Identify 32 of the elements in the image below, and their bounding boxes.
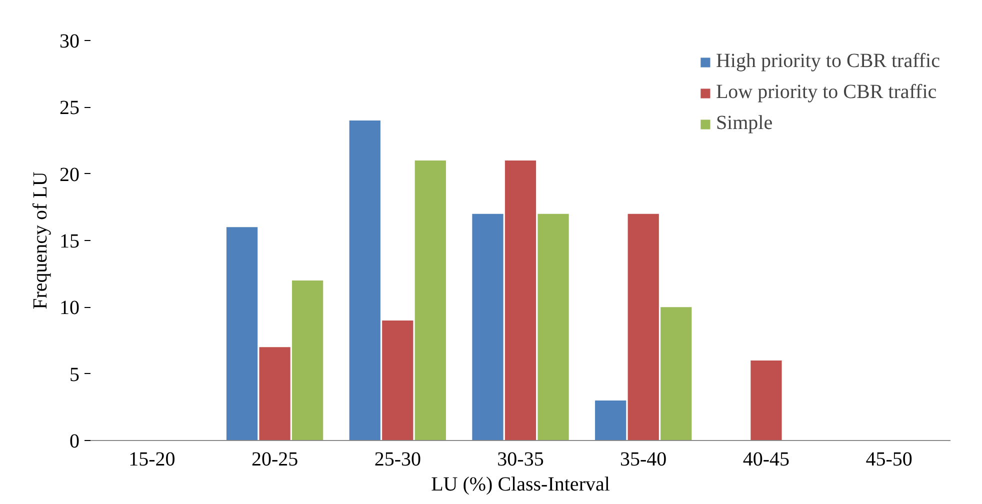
bar bbox=[628, 214, 659, 440]
bar bbox=[472, 214, 504, 440]
x-tick-label: 35-40 bbox=[620, 448, 667, 470]
x-tick-label: 15-20 bbox=[128, 448, 176, 470]
legend-label: High priority to CBR traffic bbox=[716, 50, 940, 73]
legend-label: Simple bbox=[716, 112, 773, 135]
x-tick-label: 20-25 bbox=[251, 448, 298, 470]
y-tick-label: 15 bbox=[60, 230, 80, 252]
y-tick-label: 25 bbox=[60, 97, 80, 120]
y-tick-label: 30 bbox=[60, 30, 80, 52]
y-tick-label: 0 bbox=[70, 430, 80, 452]
bar bbox=[660, 307, 692, 440]
bar bbox=[226, 227, 258, 440]
bar bbox=[414, 160, 446, 440]
x-tick-label: 40-45 bbox=[742, 448, 790, 470]
y-tick-label: 10 bbox=[60, 297, 80, 320]
x-tick-label: 45-50 bbox=[866, 448, 912, 470]
bar bbox=[292, 280, 324, 440]
bar bbox=[750, 360, 782, 440]
legend-label: Low priority to CBR traffic bbox=[716, 81, 937, 104]
y-tick-label: 5 bbox=[70, 364, 80, 386]
bar bbox=[504, 160, 536, 440]
x-axis-title: LU (%) Class-Interval bbox=[431, 474, 610, 496]
y-tick-label: 20 bbox=[60, 164, 80, 186]
x-tick-label: 25-30 bbox=[374, 448, 421, 470]
bar bbox=[382, 320, 414, 440]
bar bbox=[538, 214, 569, 440]
bar bbox=[259, 347, 290, 440]
bar bbox=[349, 120, 380, 440]
x-tick-label: 30-35 bbox=[497, 448, 544, 470]
y-axis-title: Frequency of LU bbox=[30, 171, 52, 310]
bar bbox=[595, 400, 626, 440]
